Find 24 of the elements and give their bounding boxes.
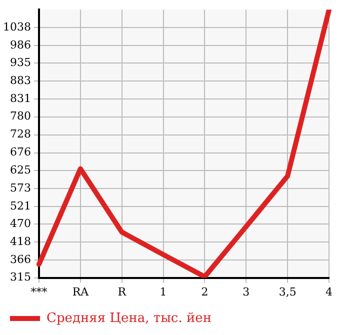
x-tick-label: 2: [201, 285, 208, 298]
y-tick-label: 935: [10, 56, 31, 70]
x-tick-label: RA: [72, 285, 90, 298]
legend-label: Средняя Цена, тыс. йен: [46, 310, 212, 326]
x-tick-label: ***: [30, 285, 48, 298]
y-tick-label: 418: [10, 235, 31, 248]
y-tick-label: 470: [10, 217, 31, 230]
x-tick-label: 1: [160, 285, 167, 298]
y-tick-label: 986: [10, 38, 31, 52]
y-tick-label: 573: [10, 181, 31, 194]
x-tick-label: R: [118, 285, 127, 298]
y-tick-label: 676: [10, 146, 31, 159]
y-tick-label: 883: [10, 74, 31, 88]
y-tick-label: 366: [10, 253, 31, 266]
y-tick-label: 315: [10, 270, 31, 284]
y-tick-label: 1038: [2, 20, 31, 34]
y-tick-label: 780: [10, 110, 31, 123]
y-tick-label: 728: [10, 128, 31, 141]
y-tick-label: 625: [10, 163, 31, 176]
y-tick-label: 831: [10, 92, 31, 106]
y-tick-label: 521: [10, 199, 31, 212]
x-tick-label: 4: [326, 285, 332, 298]
x-tick-label: 3: [242, 285, 250, 298]
x-tick-label: 3,5: [278, 285, 296, 298]
